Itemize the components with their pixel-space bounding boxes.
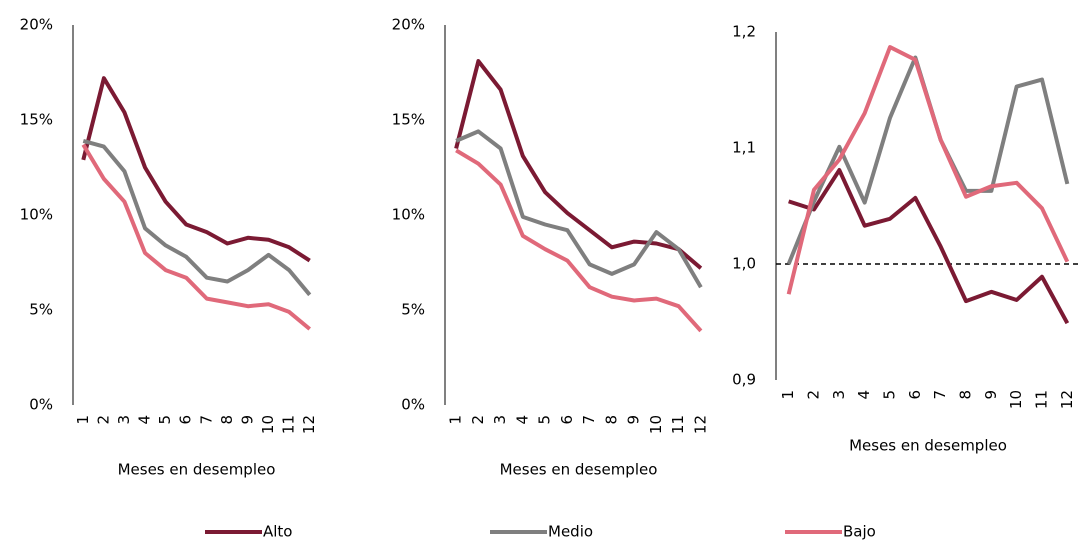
x-tick-label: 7 [931, 390, 949, 400]
y-tick-label: 0% [29, 396, 53, 414]
x-tick-label: 8 [218, 415, 236, 425]
series-line [82, 138, 312, 297]
x-tick-label: 5 [536, 415, 554, 425]
x-tick-label: 10 [647, 415, 665, 434]
y-tick-label: 5% [401, 301, 425, 319]
series-line [454, 59, 703, 270]
series-line [455, 129, 703, 289]
series-line [81, 143, 311, 331]
x-tick-label: 10 [259, 415, 277, 434]
legend-label: Medio [548, 523, 593, 541]
x-tick-label: 2 [805, 390, 823, 400]
x-tick-label: 5 [156, 415, 174, 425]
y-tick-label: 5% [29, 301, 53, 319]
x-axis-title: Meses en desempleo [500, 461, 658, 479]
x-tick-label: 9 [982, 390, 1000, 400]
y-tick-label: 15% [20, 111, 53, 129]
y-tick-label: 10% [20, 206, 53, 224]
x-axis-title: Meses en desempleo [849, 437, 1007, 455]
series-line [786, 45, 1070, 295]
series-line [81, 76, 311, 263]
x-tick-label: 8 [957, 390, 975, 400]
x-tick-label: 12 [300, 415, 318, 434]
y-tick-label: 0% [401, 396, 425, 414]
x-tick-label: 4 [513, 415, 531, 425]
x-tick-label: 3 [115, 415, 133, 425]
x-tick-label: 4 [855, 390, 873, 400]
y-tick-label: 1,1 [732, 139, 756, 157]
x-tick-label: 1 [447, 415, 465, 425]
y-tick-label: 20% [392, 16, 425, 34]
series-line [455, 148, 703, 333]
x-tick-label: 11 [280, 415, 298, 434]
x-tick-label: 6 [177, 415, 195, 425]
legend-label: Bajo [843, 523, 876, 541]
x-tick-label: 7 [580, 415, 598, 425]
y-tick-label: 20% [20, 16, 53, 34]
x-tick-label: 1 [779, 390, 797, 400]
y-tick-label: 1,2 [732, 23, 756, 41]
x-tick-label: 12 [691, 415, 709, 434]
y-tick-label: 15% [392, 111, 425, 129]
x-tick-label: 4 [136, 415, 154, 425]
x-tick-label: 9 [625, 415, 643, 425]
y-tick-label: 1,0 [732, 255, 756, 273]
x-tick-label: 8 [602, 415, 620, 425]
x-tick-label: 9 [238, 415, 256, 425]
series-line [788, 168, 1070, 325]
x-tick-label: 2 [469, 415, 487, 425]
x-tick-label: 12 [1058, 390, 1076, 409]
x-tick-label: 11 [1033, 390, 1051, 409]
x-tick-label: 11 [669, 415, 687, 434]
x-tick-label: 1 [74, 415, 92, 425]
x-tick-label: 10 [1007, 390, 1025, 409]
x-tick-label: 5 [881, 390, 899, 400]
x-tick-label: 2 [94, 415, 112, 425]
x-tick-label: 3 [830, 390, 848, 400]
x-tick-label: 6 [906, 390, 924, 400]
x-tick-label: 7 [197, 415, 215, 425]
x-axis-title: Meses en desempleo [118, 461, 276, 479]
y-tick-label: 10% [392, 206, 425, 224]
y-tick-label: 0,9 [732, 371, 756, 389]
x-tick-label: 6 [558, 415, 576, 425]
x-tick-label: 3 [491, 415, 509, 425]
legend-label: Alto [263, 523, 293, 541]
series-line [786, 55, 1070, 265]
